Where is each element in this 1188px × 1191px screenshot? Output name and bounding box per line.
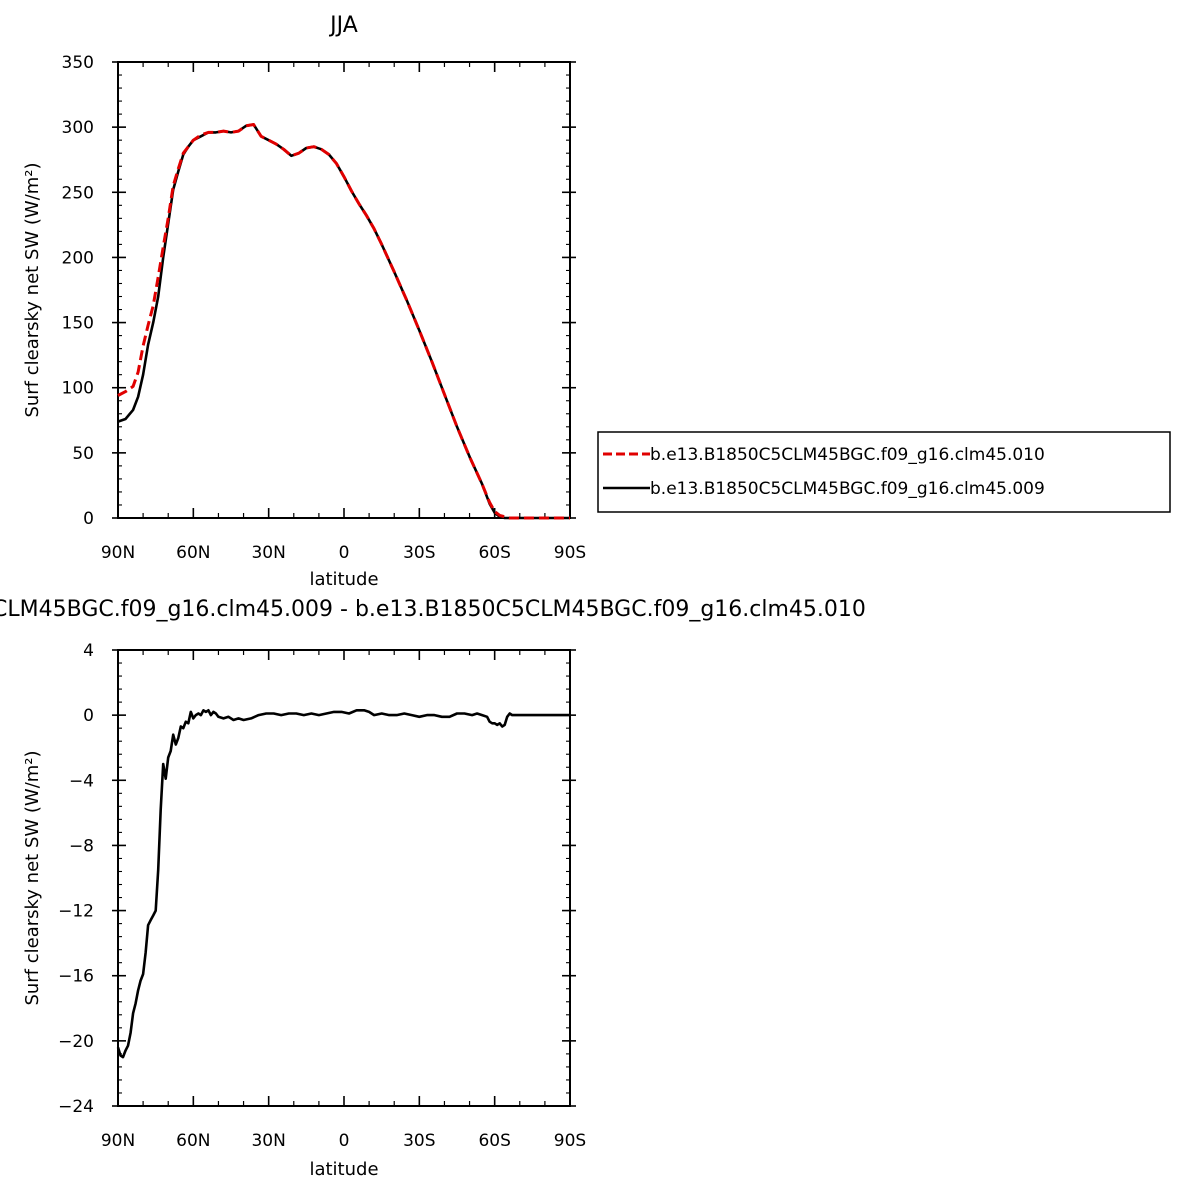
y-tick-label: 0	[83, 509, 94, 529]
chart-panel-1: 90N 60N 30N 0 30S 60S 90S 0 50 100 150 200 250 300 350…	[22, 13, 1171, 590]
x-tick-label: 90N	[101, 1131, 135, 1151]
y-tick-label: 200	[62, 248, 94, 268]
y-tick-label: −4	[69, 771, 94, 791]
y-tick-label: 50	[72, 444, 94, 464]
x-tick-label: 90N	[101, 543, 135, 563]
y-tick-label: 150	[62, 314, 94, 334]
y-tick-label: 100	[62, 379, 94, 399]
x-tick-label: 30S	[403, 1131, 435, 1151]
panel-title: JJA	[328, 13, 358, 38]
y-tick-label: 250	[62, 183, 94, 203]
x-tick-label: 0	[339, 543, 350, 563]
x-tick-label: 60N	[176, 543, 210, 563]
panel-title: b.e13.B1850C5CLM45BGC.f09_g16.clm45.009 …	[0, 597, 866, 622]
x-tick-label: 60N	[176, 1131, 210, 1151]
plot-frame	[117, 61, 571, 519]
series-line-1	[116, 709, 570, 1059]
plot-frame	[117, 649, 571, 1107]
legend-box	[597, 431, 1171, 513]
y-axis-title: Surf clearsky net SW (W/m²)	[22, 750, 43, 1005]
y-tick-label: −8	[69, 836, 94, 856]
x-tick-label: 60S	[478, 543, 510, 563]
x-axis-title: latitude	[309, 1159, 378, 1180]
x-axis-title: latitude	[309, 569, 378, 590]
y-tick-label: 0	[83, 706, 94, 726]
y-tick-label: −24	[58, 1097, 94, 1117]
x-tick-label: 90S	[554, 1131, 586, 1151]
legend-label-1: b.e13.B1850C5CLM45BGC.f09_g16.clm45.010	[650, 445, 1045, 465]
y-tick-label: 4	[83, 641, 94, 661]
y-axis-title: Surf clearsky net SW (W/m²)	[22, 162, 43, 417]
y-tick-label: −16	[58, 967, 94, 987]
x-tick-label: 30N	[251, 543, 285, 563]
y-tick-label: −20	[58, 1032, 94, 1052]
x-tick-label: 0	[339, 1131, 350, 1151]
x-tick-label: 30S	[403, 543, 435, 563]
y-tick-label: 350	[62, 53, 94, 73]
series-line-1	[117, 123, 570, 520]
x-tick-label: 60S	[478, 1131, 510, 1151]
series-line-2	[117, 123, 570, 520]
legend-label-2: b.e13.B1850C5CLM45BGC.f09_g16.clm45.009	[650, 479, 1045, 499]
legend: b.e13.B1850C5CLM45BGC.f09_g16.clm45.010b…	[597, 431, 1171, 513]
chart-panel-2: 90N 60N 30N 0 30S 60S 90S 4 0 −4 −8 −12 −16 −20 −24 lat…	[0, 597, 866, 1180]
y-tick-label: 300	[62, 118, 94, 138]
y-tick-label: −12	[58, 902, 94, 922]
x-tick-label: 30N	[251, 1131, 285, 1151]
x-tick-label: 90S	[554, 543, 586, 563]
